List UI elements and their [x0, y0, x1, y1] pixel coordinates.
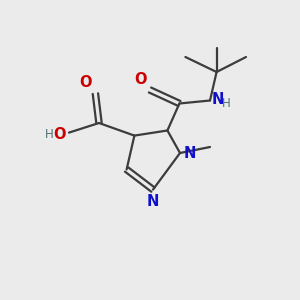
- Text: N: N: [147, 194, 159, 208]
- Text: H: H: [45, 128, 53, 141]
- Text: N: N: [184, 146, 196, 160]
- Text: O: O: [53, 127, 65, 142]
- Text: O: O: [134, 72, 147, 87]
- Text: N: N: [211, 92, 224, 107]
- Text: H: H: [222, 97, 231, 110]
- Text: O: O: [79, 75, 92, 90]
